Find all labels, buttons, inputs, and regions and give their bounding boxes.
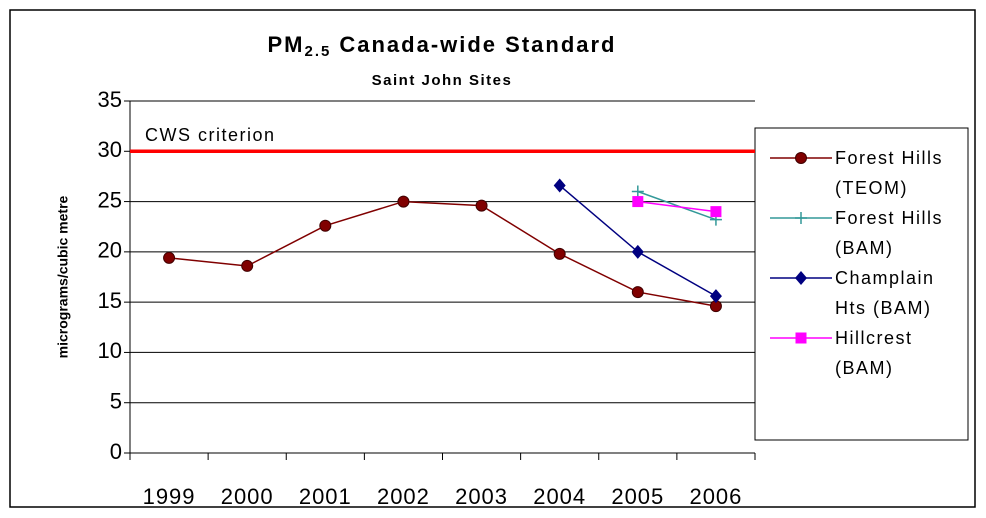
legend-label: Forest Hills (BAM): [835, 208, 944, 258]
data-point: [631, 185, 644, 198]
y-axis-label: micrograms/cubic metre: [55, 195, 71, 358]
series-line: [637, 190, 717, 221]
chart-title: PM2.5 Canada-wide Standard: [267, 32, 616, 60]
reference-label: CWS criterion: [145, 125, 276, 145]
data-point: [319, 219, 332, 232]
y-tick-label: 0: [110, 439, 122, 464]
y-tick-label: 15: [98, 288, 122, 313]
y-tick-label: 25: [98, 187, 122, 212]
data-point: [632, 196, 644, 208]
x-tick-label: 2000: [221, 484, 274, 509]
y-tick-label: 5: [110, 389, 122, 414]
legend-box: [754, 127, 969, 441]
x-tick-label: 2001: [299, 484, 352, 509]
series-line: [168, 200, 717, 307]
y-tick-label: 30: [98, 137, 122, 162]
x-tick-label: 2003: [455, 484, 508, 509]
data-point: [631, 244, 644, 259]
legend-marker: [795, 212, 807, 224]
data-point: [553, 178, 566, 193]
data-point: [397, 195, 410, 208]
y-tick-label: 35: [98, 87, 122, 112]
data-point: [709, 289, 722, 304]
legend-marker: [795, 271, 807, 285]
data-point: [241, 259, 254, 272]
x-tick-label: 2004: [533, 484, 586, 509]
y-tick-label: 10: [98, 338, 122, 363]
data-point: [163, 251, 176, 264]
legend-marker: [795, 332, 807, 344]
x-tick-label: 2002: [377, 484, 430, 509]
data-point: [710, 206, 722, 218]
series-line: [637, 200, 717, 213]
x-tick-label: 2006: [689, 484, 742, 509]
legend-marker: [795, 152, 807, 164]
title-prefix: PM: [267, 32, 304, 57]
x-tick-label: 1999: [143, 484, 196, 509]
y-tick-label: 20: [98, 238, 122, 263]
x-tick-label: 2005: [611, 484, 664, 509]
legend-label: Forest Hills (TEOM): [835, 148, 944, 198]
legend-label: Champlain Hts (BAM): [835, 268, 935, 318]
legend-label: Hillcrest (BAM): [835, 328, 913, 378]
data-point: [475, 199, 488, 212]
title-subscript: 2.5: [304, 43, 331, 60]
chart-subtitle: Saint John Sites: [372, 72, 513, 89]
title-text: Canada-wide Standard: [339, 32, 616, 57]
data-point: [631, 286, 644, 299]
data-point: [553, 247, 566, 260]
